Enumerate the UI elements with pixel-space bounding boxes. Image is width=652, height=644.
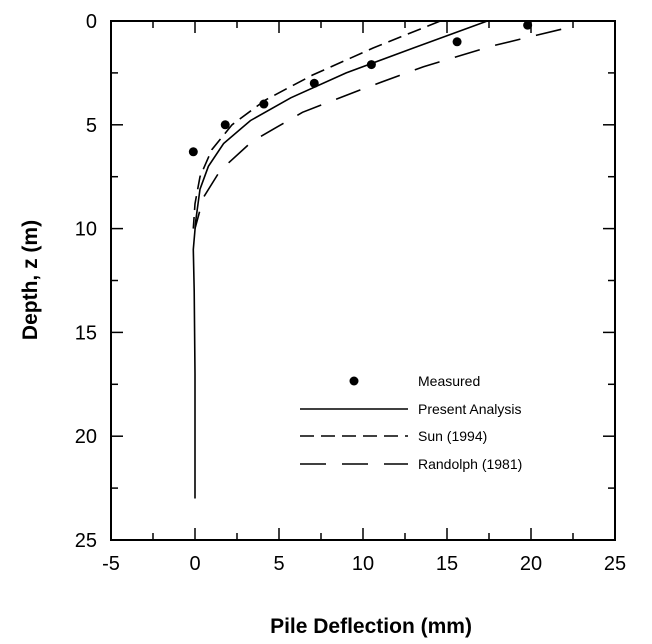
plot-frame	[110, 20, 616, 541]
y-tick-label: 20	[75, 426, 97, 448]
legend-label: Sun (1994)	[418, 428, 487, 444]
x-tick-label: 20	[520, 553, 542, 575]
plot-area	[110, 20, 616, 541]
legend-marker-measured	[349, 376, 359, 386]
series-line-randolph-1981	[194, 28, 562, 229]
measured-point-4	[259, 99, 269, 109]
legend-label: Measured	[418, 373, 480, 389]
x-axis-title: Pile Deflection (mm)	[270, 615, 472, 638]
x-tick-label: 15	[436, 553, 458, 575]
measured-point-0	[523, 21, 533, 30]
legend: Measured Present Analysis Sun (1994) Randol…	[300, 373, 522, 472]
y-tick-label: 10	[75, 219, 97, 241]
legend-label: Present Analysis	[418, 401, 522, 417]
series-line-sun-1994	[192, 21, 441, 229]
x-tick-label: 10	[352, 553, 374, 575]
measured-point-5	[220, 120, 230, 130]
measured-point-1	[452, 37, 462, 47]
y-axis-title: Depth, z (m)	[19, 220, 42, 340]
x-tick-label: -5	[102, 553, 120, 575]
y-tick-label: 5	[86, 115, 97, 137]
measured-point-6	[188, 147, 198, 157]
y-tick-label: 15	[75, 322, 97, 344]
y-tick-label: 25	[75, 530, 97, 552]
y-tick-label: 0	[86, 11, 97, 33]
ticks-layer	[110, 20, 616, 541]
legend-label: Randolph (1981)	[418, 456, 522, 472]
series-layer	[188, 21, 562, 499]
x-tick-label: 5	[273, 553, 284, 575]
series-line-present-analysis	[192, 21, 488, 499]
tick-labels-layer: -5 0 5 10 15 20 25 0 5 10 15 20 25	[75, 11, 626, 575]
x-tick-label: 25	[604, 553, 626, 575]
x-tick-label: 0	[189, 553, 200, 575]
